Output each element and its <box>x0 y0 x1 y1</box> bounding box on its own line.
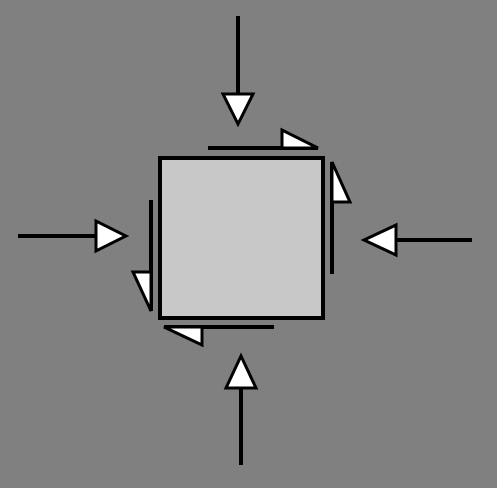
normal-stress-arrow-left <box>18 218 130 254</box>
arrowhead-icon <box>130 270 153 312</box>
arrowhead-icon <box>360 222 398 258</box>
shear-arrow-top <box>208 127 319 150</box>
arrowhead-icon <box>280 127 319 150</box>
arrowhead-icon <box>220 92 256 128</box>
shear-arrow-left <box>130 200 153 312</box>
stress-element-block <box>158 156 325 320</box>
normal-stress-arrow-top <box>220 16 256 128</box>
normal-stress-arrow-right <box>360 222 472 258</box>
arrowhead-icon <box>163 325 204 348</box>
arrowhead-icon <box>330 161 353 204</box>
arrowhead-icon <box>223 352 259 390</box>
arrowhead-icon <box>94 218 130 254</box>
normal-stress-arrow-bottom <box>223 352 259 465</box>
shear-arrow-right <box>330 161 353 274</box>
shear-arrow-bottom <box>163 325 274 348</box>
